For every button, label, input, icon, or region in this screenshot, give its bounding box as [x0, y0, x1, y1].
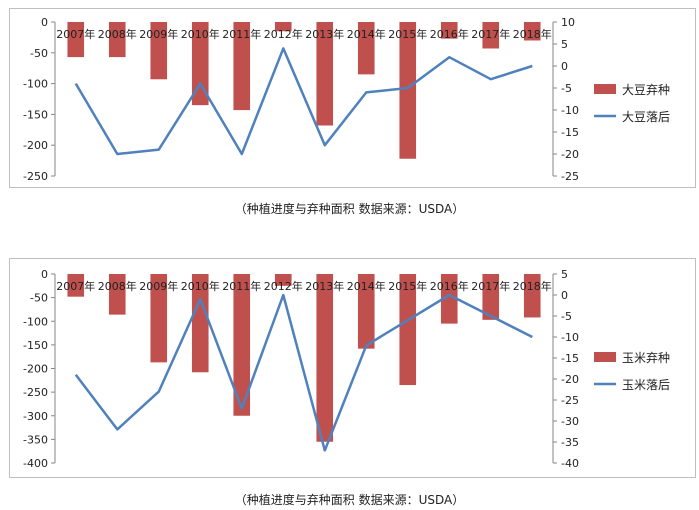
corn-right-tick-label: -25: [561, 394, 579, 407]
soybean-right-tick-label: -15: [561, 126, 579, 139]
soybean-left-tick-label: -250: [23, 170, 48, 183]
corn-right-tick-label: -40: [561, 457, 579, 470]
corn-legend-line-label: 玉米落后: [622, 378, 670, 392]
soybean-left-tick-label: -50: [30, 47, 48, 60]
corn-right-tick-label: -10: [561, 331, 579, 344]
corn-bar: [150, 274, 168, 363]
corn-left-tick-label: -50: [30, 292, 48, 305]
corn-category-label: 2009年: [139, 279, 178, 293]
soybean-right-tick-label: -20: [561, 148, 579, 161]
corn-right-tick-label: -30: [561, 415, 579, 428]
soybean-bar: [67, 22, 85, 58]
soybean-chart-svg: 0 -50 -100 -150 -200 -250 10 5 0 -5 -10 -15 -20 -25 20…: [23, 16, 670, 183]
corn-left-tick-label: -350: [23, 433, 48, 446]
soybean-bar: [523, 22, 541, 41]
soybean-bar: [150, 22, 168, 80]
corn-category-label: 2012年: [264, 279, 303, 293]
soybean-bar: [440, 22, 458, 39]
corn-bar: [316, 274, 334, 442]
soybean-right-tick-label: -10: [561, 104, 579, 117]
soybean-bar: [233, 22, 251, 111]
corn-right-tick-label: -15: [561, 352, 579, 365]
soybean-category-label: 2016年: [430, 27, 469, 41]
corn-category-label: 2010年: [181, 279, 220, 293]
soybean-line-series: [74, 47, 533, 156]
soybean-left-tick-label: -150: [23, 108, 48, 121]
corn-category-label: 2014年: [347, 279, 386, 293]
soybean-bar: [357, 22, 375, 75]
soybean-category-label: 2015年: [388, 27, 427, 41]
soybean-legend-bar-swatch: [594, 84, 616, 94]
soybean-bar: [274, 22, 292, 32]
soybean-left-tick-label: -100: [23, 78, 48, 91]
corn-left-tick-label: -200: [23, 363, 48, 376]
corn-bar: [108, 274, 126, 315]
soybean-left-tick-label: -200: [23, 139, 48, 152]
corn-category-label: 2007年: [56, 279, 95, 293]
corn-legend-bar-swatch: [594, 352, 616, 362]
corn-left-tick-label: -100: [23, 315, 48, 328]
corn-chart-svg: 0 -50 -100 -150 -200 -250 -300 -350 -400 5 0 -5 -10 -…: [23, 268, 670, 470]
soybean-right-tick-label: -25: [561, 170, 579, 183]
corn-bar: [191, 274, 209, 373]
corn-left-tick-label: -400: [23, 457, 48, 470]
corn-category-label: 2017年: [471, 279, 510, 293]
soybean-category-label: 2014年: [347, 27, 386, 41]
corn-left-tick-label: 0: [41, 268, 48, 281]
corn-chart-caption: （种植进度与弃种面积 数据来源：USDA）: [234, 493, 465, 507]
corn-chart: 0 -50 -100 -150 -200 -250 -300 -350 -400 5 0 -5 -10 -…: [9, 258, 696, 478]
corn-category-label: 2013年: [305, 279, 344, 293]
soybean-category-label: 2017年: [471, 27, 510, 41]
soybean-category-label: 2010年: [181, 27, 220, 41]
soybean-right-tick-label: -5: [561, 82, 572, 95]
soybean-bar: [482, 22, 500, 49]
corn-line-series: [74, 293, 533, 452]
soybean-right-tick-label: 10: [561, 16, 575, 29]
corn-bar: [482, 274, 500, 320]
soybean-bar: [191, 22, 209, 106]
soybean-chart: 0 -50 -100 -150 -200 -250 10 5 0 -5 -10 -15 -20 -25 20…: [9, 8, 696, 188]
corn-category-label: 2016年: [430, 279, 469, 293]
corn-bar: [523, 274, 541, 318]
corn-bar: [399, 274, 417, 386]
soybean-category-label: 2018年: [513, 27, 552, 41]
corn-bar: [67, 274, 85, 297]
soybean-category-label: 2008年: [98, 27, 137, 41]
soybean-category-label: 2012年: [264, 27, 303, 41]
corn-right-tick-label: 0: [561, 289, 568, 302]
corn-left-tick-label: -250: [23, 386, 48, 399]
corn-bar: [357, 274, 375, 349]
soybean-bar: [316, 22, 334, 126]
soybean-legend-bar-label: 大豆弃种: [622, 82, 670, 97]
corn-bar: [274, 274, 292, 286]
corn-bar: [233, 274, 251, 416]
soybean-bar: [108, 22, 126, 58]
corn-right-tick-label: -20: [561, 373, 579, 386]
soybean-category-label: 2013年: [305, 27, 344, 41]
corn-bar: [440, 274, 458, 324]
soybean-category-label: 2009年: [139, 27, 178, 41]
corn-right-tick-label: 5: [561, 268, 568, 281]
soybean-category-label: 2011年: [222, 27, 261, 41]
soybean-right-tick-label: 5: [561, 38, 568, 51]
corn-left-tick-label: -150: [23, 339, 48, 352]
corn-category-label: 2018年: [513, 279, 552, 293]
corn-category-label: 2008年: [98, 279, 137, 293]
corn-legend-bar-label: 玉米弃种: [622, 350, 670, 365]
soybean-chart-caption: （种植进度与弃种面积 数据来源：USDA）: [234, 202, 465, 216]
soybean-bar: [399, 22, 417, 159]
corn-left-tick-label: -300: [23, 410, 48, 423]
corn-category-label: 2015年: [388, 279, 427, 293]
corn-right-tick-label: -5: [561, 310, 572, 323]
soybean-left-tick-label: 0: [41, 16, 48, 29]
soybean-category-label: 2007年: [56, 27, 95, 41]
soybean-legend-line-label: 大豆落后: [622, 110, 670, 124]
soybean-right-tick-label: 0: [561, 60, 568, 73]
corn-category-label: 2011年: [222, 279, 261, 293]
corn-right-tick-label: -35: [561, 436, 579, 449]
